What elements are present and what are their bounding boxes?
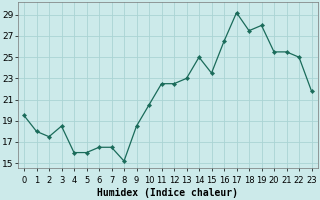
X-axis label: Humidex (Indice chaleur): Humidex (Indice chaleur) bbox=[97, 188, 238, 198]
